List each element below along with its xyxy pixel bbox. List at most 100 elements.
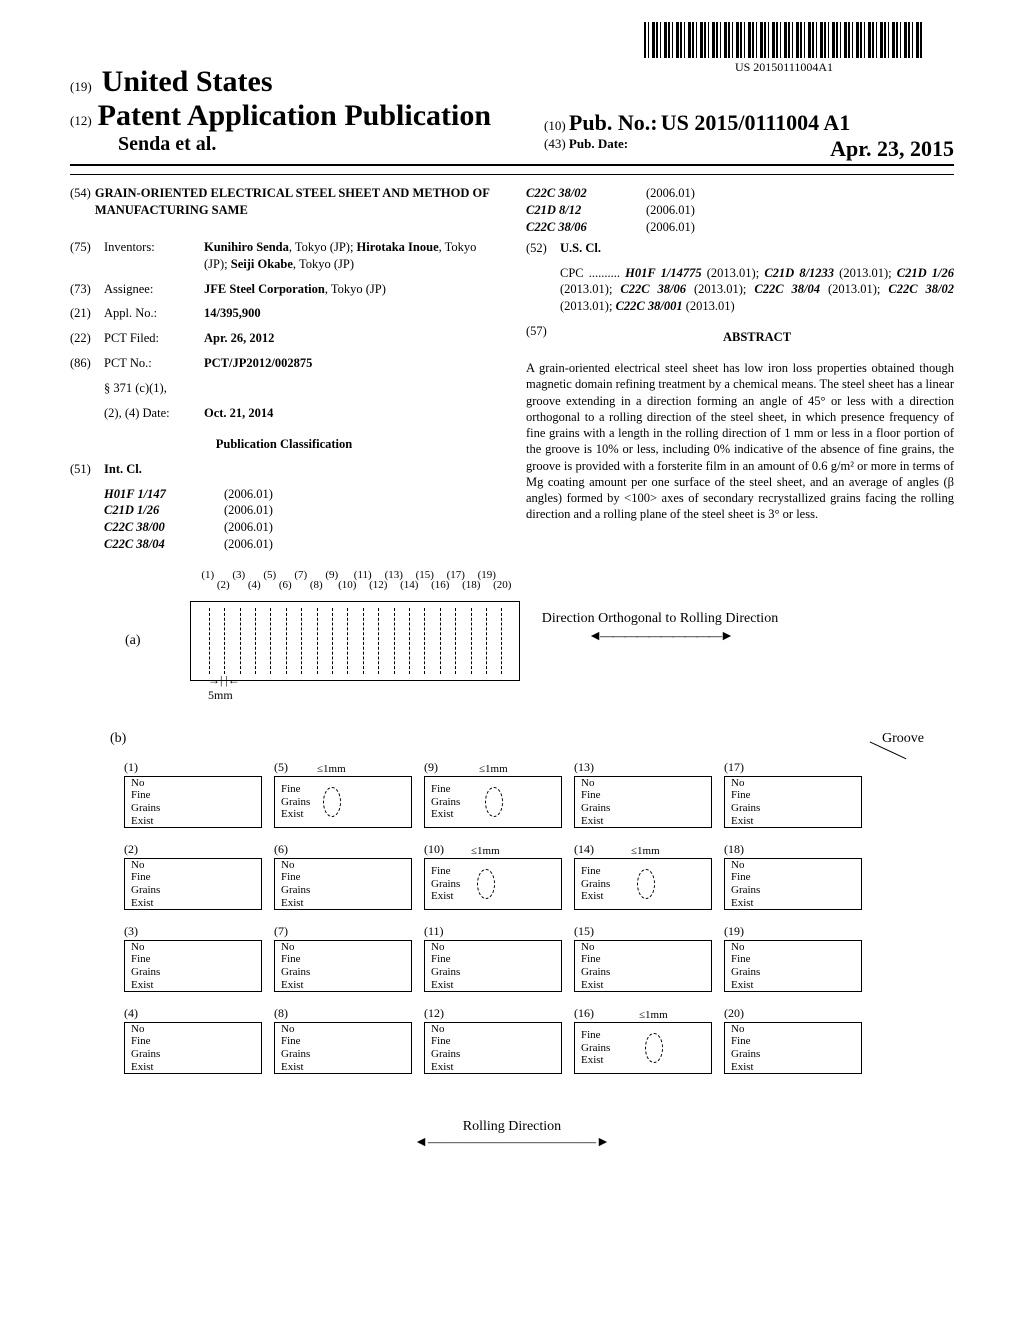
cell-number: (15): [574, 924, 712, 939]
pubdate-label: Pub. Date:: [569, 136, 628, 162]
intcl-code: C21D 1/26: [104, 502, 224, 519]
cell-grid: (1) NoFineGrainsExist (5) ≤1mm FineGrain…: [118, 756, 868, 1084]
cell-text: NoFineGrainsExist: [431, 1023, 460, 1074]
cell-box: NoFineGrainsExist: [724, 776, 862, 828]
groove-cell: (11) NoFineGrainsExist: [418, 920, 568, 1002]
groove-cell: (19) NoFineGrainsExist: [718, 920, 868, 1002]
cell-box: NoFineGrainsExist: [274, 940, 412, 992]
fig-b-label: (b): [110, 731, 126, 747]
mm-label: ≤1mm: [639, 1009, 668, 1022]
intcl-version: (2006.01): [646, 219, 695, 236]
groove-cell: (4) NoFineGrainsExist: [118, 1002, 268, 1084]
cell-number: (2): [124, 842, 262, 857]
barcode-region: US 20150111004A1: [644, 22, 924, 75]
field-86: (86): [70, 355, 104, 372]
intcl-table-right: C22C 38/02(2006.01)C21D 8/12(2006.01)C22…: [526, 185, 954, 236]
cell-number: (8): [274, 1006, 412, 1021]
intcl-code: C21D 8/12: [526, 202, 646, 219]
cell-text: NoFineGrainsExist: [731, 859, 760, 910]
biblio-columns: (54) GRAIN-ORIENTED ELECTRICAL STEEL SHE…: [70, 185, 954, 553]
groove-cell: (15) NoFineGrainsExist: [568, 920, 718, 1002]
cell-box: NoFineGrainsExist: [124, 776, 262, 828]
cell-text: NoFineGrainsExist: [731, 777, 760, 828]
direction-label: Direction Orthogonal to Rolling Directio…: [540, 611, 780, 645]
groove-label: Groove: [882, 731, 924, 747]
cell-number: (6): [274, 842, 412, 857]
cell-box: ≤1mm FineGrainsExist: [574, 858, 712, 910]
rule-thick: [70, 164, 954, 166]
abstract-head: ABSTRACT: [560, 329, 954, 346]
cell-text: FineGrainsExist: [431, 865, 460, 903]
pubno-label: Pub. No.:: [569, 118, 661, 133]
left-column: (54) GRAIN-ORIENTED ELECTRICAL STEEL SHE…: [70, 185, 498, 553]
cell-box: NoFineGrainsExist: [724, 940, 862, 992]
intcl-version: (2006.01): [646, 185, 695, 202]
cell-text: NoFineGrainsExist: [581, 941, 610, 992]
cell-box: ≤1mm FineGrainsExist: [424, 858, 562, 910]
cell-text: NoFineGrainsExist: [731, 1023, 760, 1074]
rolling-direction: Rolling Direction ◄――――――――――――►: [414, 1119, 610, 1151]
cell-text: NoFineGrainsExist: [731, 941, 760, 992]
intcl-version: (2006.01): [224, 486, 273, 503]
cell-box: NoFineGrainsExist: [424, 940, 562, 992]
cell-box: NoFineGrainsExist: [124, 1022, 262, 1074]
figure-a: (a) (1)(2)(3)(4)(5)(6)(7)(8)(9)(10)(11)(…: [190, 601, 520, 681]
field-21: (21): [70, 305, 104, 322]
field-22: (22): [70, 330, 104, 347]
barcode-label: US 20150111004A1: [644, 60, 924, 75]
cell-text: NoFineGrainsExist: [131, 777, 160, 828]
abstract-body: A grain-oriented electrical steel sheet …: [526, 360, 954, 523]
fine-grain-oval: [485, 787, 503, 817]
publication-kind: Patent Application Publication: [98, 99, 491, 133]
intcl-code: C22C 38/04: [104, 536, 224, 553]
cell-number: (3): [124, 924, 262, 939]
cell-box: NoFineGrainsExist: [124, 940, 262, 992]
rule-thin: [70, 174, 954, 175]
groove-cell: (5) ≤1mm FineGrainsExist: [268, 756, 418, 838]
pctfiled: Apr. 26, 2012: [204, 330, 498, 347]
pub-classification-head: Publication Classification: [70, 436, 498, 453]
pubno: US 2015/0111004 A1: [661, 110, 850, 135]
groove-cell: (6) NoFineGrainsExist: [268, 838, 418, 920]
cell-text: FineGrainsExist: [581, 1029, 610, 1067]
cell-text: NoFineGrainsExist: [431, 941, 460, 992]
cell-number: (11): [424, 924, 562, 939]
groove-cell: (2) NoFineGrainsExist: [118, 838, 268, 920]
cell-text: NoFineGrainsExist: [581, 777, 610, 828]
field-75: (75): [70, 239, 104, 273]
mm-label: ≤1mm: [317, 763, 346, 776]
field-10: (10): [544, 118, 566, 133]
field-51: (51): [70, 461, 104, 478]
s371-date: Oct. 21, 2014: [204, 405, 498, 422]
pubdate: Apr. 23, 2015: [830, 136, 954, 162]
fine-grain-oval: [645, 1033, 663, 1063]
intcl-code: C22C 38/02: [526, 185, 646, 202]
header-right: (10) Pub. No.: US 2015/0111004 A1 (43) P…: [544, 110, 954, 162]
cpc-text: CPC .......... H01F 1/14775 (2013.01); C…: [560, 265, 954, 316]
cell-text: FineGrainsExist: [431, 783, 460, 821]
mm-label: ≤1mm: [479, 763, 508, 776]
pctno-label: PCT No.:: [104, 355, 204, 372]
cell-box: NoFineGrainsExist: [274, 858, 412, 910]
intcl-table-left: H01F 1/147(2006.01)C21D 1/26(2006.01)C22…: [104, 486, 498, 554]
intcl-version: (2006.01): [224, 502, 273, 519]
right-column: C22C 38/02(2006.01)C21D 8/12(2006.01)C22…: [526, 185, 954, 553]
intcl-code: C22C 38/06: [526, 219, 646, 236]
field-19: (19): [70, 79, 92, 95]
cell-box: NoFineGrainsExist: [124, 858, 262, 910]
cell-number: (1): [124, 760, 262, 775]
groove-cell: (1) NoFineGrainsExist: [118, 756, 268, 838]
country: United States: [102, 65, 273, 99]
cell-box: NoFineGrainsExist: [274, 1022, 412, 1074]
groove-cell: (14) ≤1mm FineGrainsExist: [568, 838, 718, 920]
groove-cell: (17) NoFineGrainsExist: [718, 756, 868, 838]
assignee: JFE Steel Corporation, Tokyo (JP): [204, 281, 498, 298]
cell-box: NoFineGrainsExist: [574, 776, 712, 828]
field-12: (12): [70, 113, 92, 129]
inventors-label: Inventors:: [104, 239, 204, 273]
cell-box: NoFineGrainsExist: [724, 858, 862, 910]
applno-label: Appl. No.:: [104, 305, 204, 322]
cell-number: (20): [724, 1006, 862, 1021]
cell-text: FineGrainsExist: [281, 783, 310, 821]
mm-label: ≤1mm: [471, 845, 500, 858]
